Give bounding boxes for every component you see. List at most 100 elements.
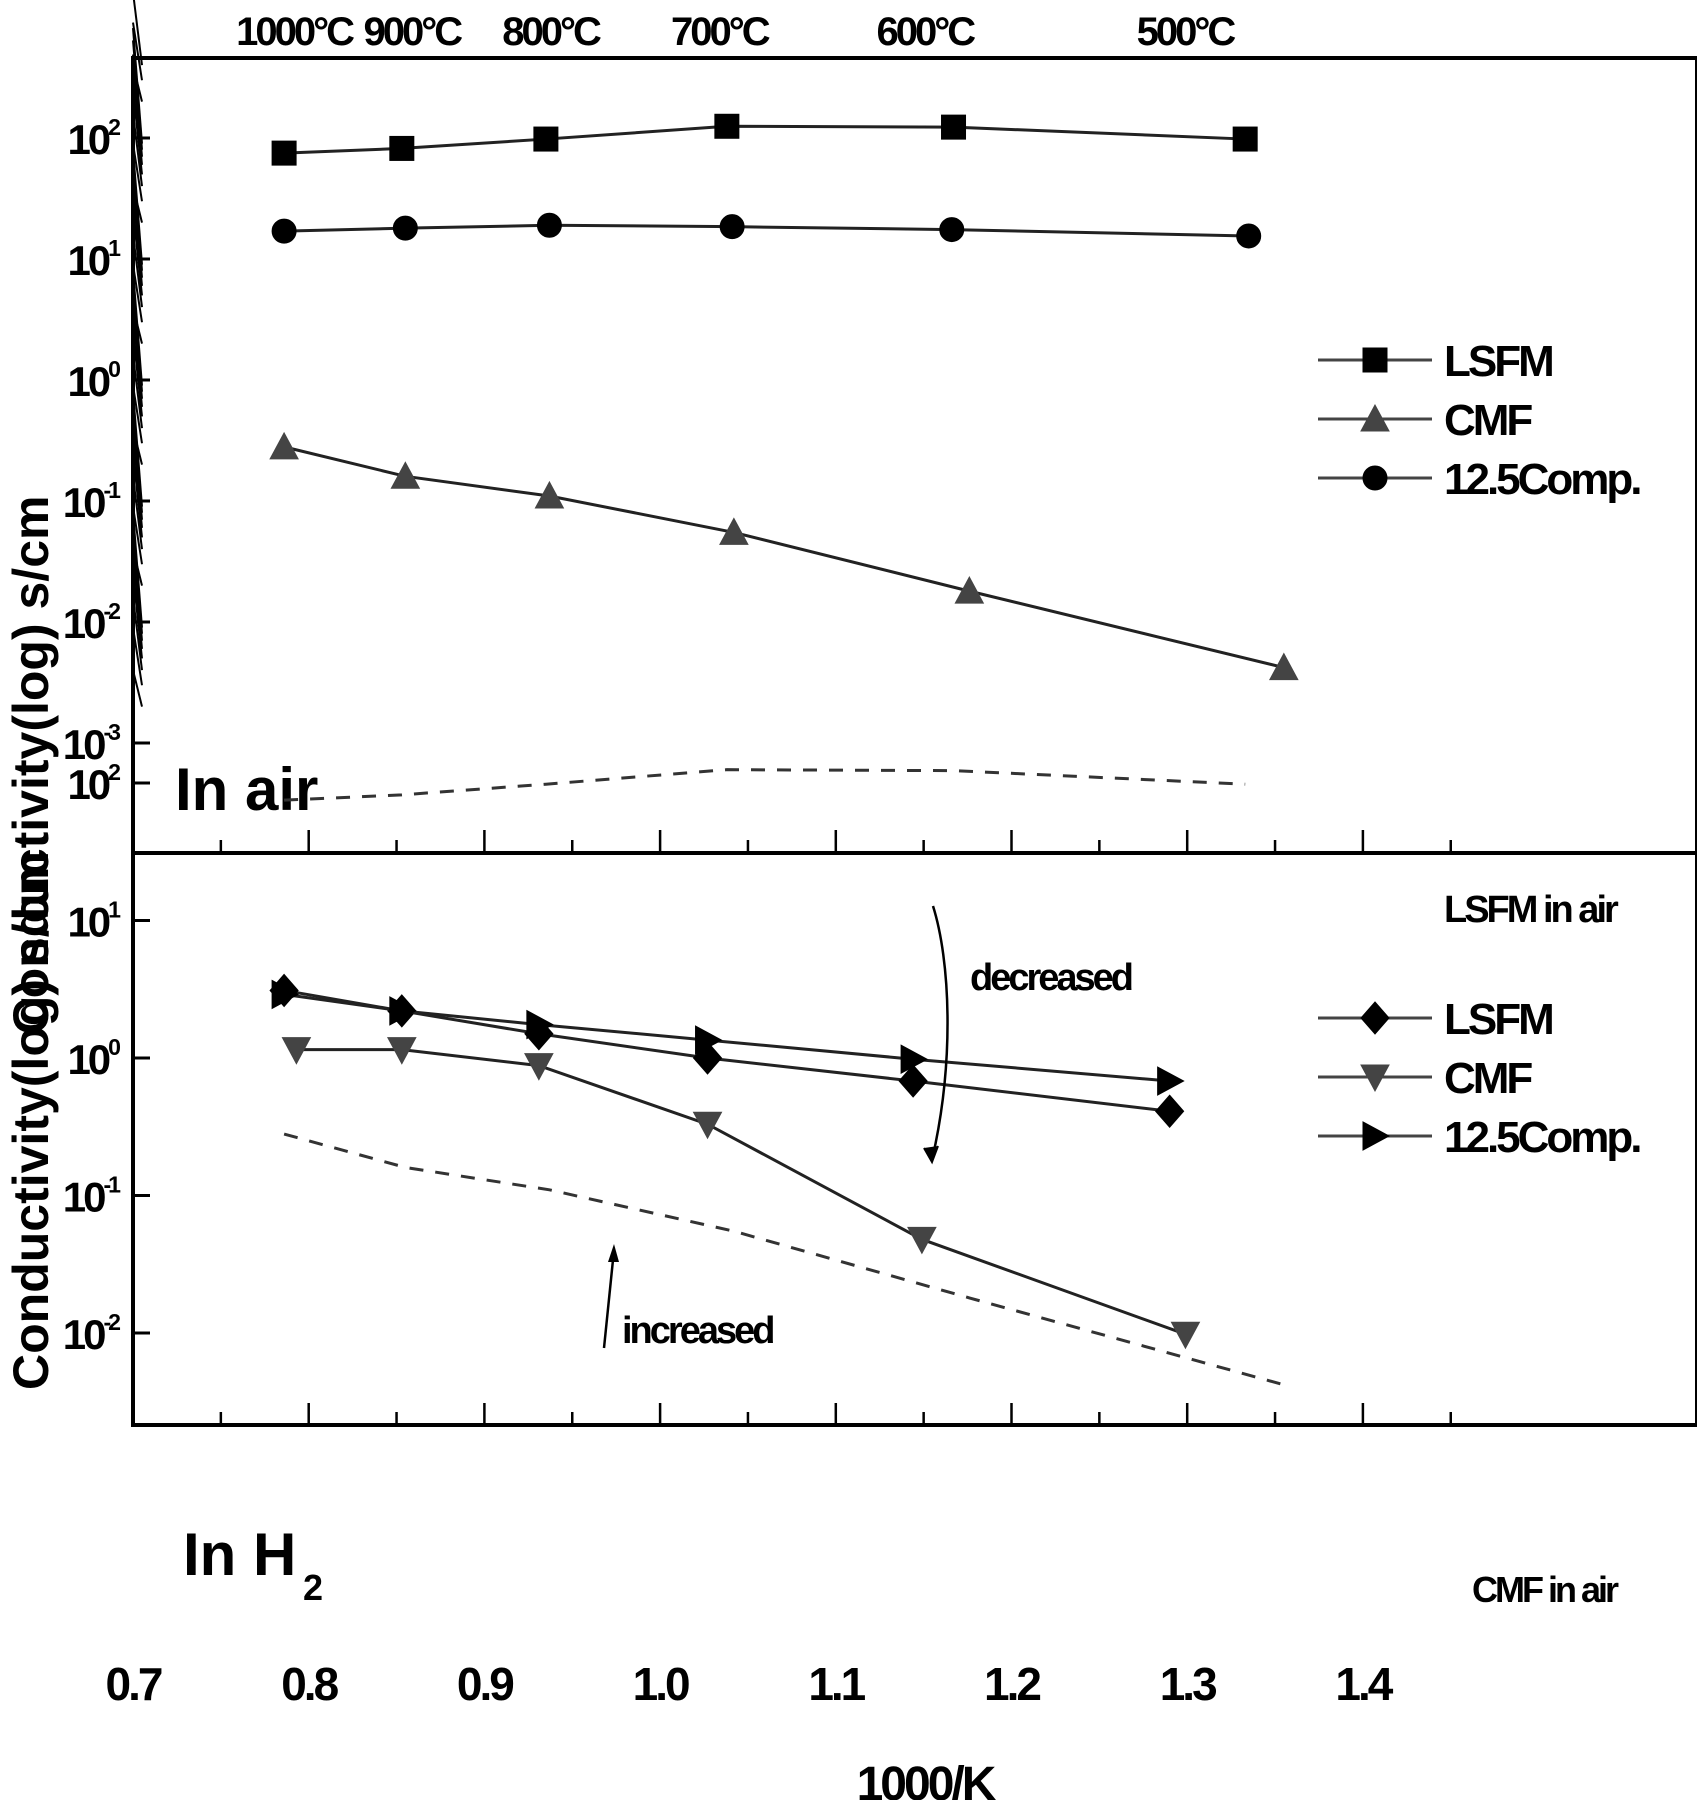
series-bottom [269, 768, 1285, 1387]
panel-label-in-air: In air [175, 756, 318, 823]
y-tick-label: 10-2 [63, 1309, 120, 1358]
y-tick-label: 10-1 [63, 1172, 121, 1221]
circle-marker-icon [939, 217, 965, 243]
x-tick-label: 1.0 [633, 1658, 689, 1710]
diamond-marker-icon [1154, 1094, 1185, 1129]
x-tick-label: 0.7 [106, 1658, 162, 1710]
triangle-right-marker-icon [1362, 1121, 1391, 1151]
y-tick-label: 102 [67, 114, 120, 163]
x-tick-label: 1.2 [984, 1658, 1040, 1710]
triangle-down-marker-icon [524, 1053, 554, 1081]
triangle-down-marker-icon [907, 1226, 937, 1255]
triangle-right-marker-icon [526, 1009, 554, 1040]
circle-marker-icon [719, 214, 745, 240]
x-axis-ticks-top [131, 830, 1452, 853]
triangle-up-marker-icon [1360, 403, 1390, 432]
circle-marker-icon [271, 218, 297, 244]
series-top [269, 113, 1299, 681]
square-marker-icon [714, 113, 740, 139]
legend-bottom: LSFM CMF 12.5Comp. [1318, 995, 1643, 1162]
legend-label: 12.5Comp. [1444, 1113, 1640, 1162]
circle-marker-icon [1236, 223, 1262, 249]
increased-arrow-icon [608, 1244, 619, 1262]
legend-label: CMF [1444, 396, 1532, 445]
x-tick-label: 1.3 [1160, 1658, 1216, 1710]
diamond-marker-icon [1360, 1001, 1390, 1035]
triangle-up-marker-icon [390, 461, 421, 489]
triangle-right-marker-icon [271, 979, 300, 1010]
panel-in-h2: 102 101 100 10-1 10-2 In H 2 LSFM CMF 12.5Comp… [63, 759, 1697, 1610]
decreased-arrow-icon [923, 1145, 939, 1165]
temperature-label: 700°C [671, 10, 770, 54]
triangle-down-marker-icon [1360, 1064, 1390, 1093]
y-axis-title-top: Conductivity(log) s/cm [3, 496, 59, 1035]
triangle-down-marker-icon [281, 1037, 312, 1065]
temperature-label: 800°C [502, 10, 601, 54]
series-line-12-5comp- [284, 223, 1249, 238]
triangle-up-marker-icon [954, 576, 985, 604]
series-line-12-5comp- [283, 992, 1170, 1083]
x-axis-title: 1000/K [857, 1758, 997, 1800]
temperature-label: 900°C [364, 10, 463, 54]
y-tick-label: 101 [67, 235, 121, 284]
y-tick-label: 101 [67, 897, 121, 946]
y-tick-label: 102 [67, 759, 120, 808]
triangle-up-marker-icon [269, 431, 299, 460]
temperature-label: 600°C [877, 10, 976, 54]
annotation-increased: increased [622, 1310, 773, 1352]
square-marker-icon [271, 140, 297, 166]
triangle-down-marker-icon [1170, 1321, 1201, 1350]
y-tick-label: 10-2 [63, 598, 120, 647]
triangle-up-marker-icon [1268, 652, 1299, 681]
panel-frame-bottom [131, 851, 1697, 1427]
square-marker-icon [389, 135, 415, 161]
triangle-right-marker-icon [900, 1044, 929, 1075]
triangle-up-marker-icon [534, 480, 565, 509]
legend-label: LSFM [1444, 337, 1552, 386]
circle-marker-icon [1362, 465, 1388, 491]
diamond-marker-icon [898, 1064, 928, 1098]
x-axis-tick-labels: 0.7 0.8 0.9 1.0 1.1 1.2 1.3 1.4 [106, 1658, 1397, 1710]
legend-top: LSFM CMF 12.5Comp. [1318, 337, 1643, 504]
triangle-right-marker-icon [695, 1025, 723, 1055]
panel-label-in-h2: In H 2 [183, 1521, 323, 1608]
series-line-cmf [283, 445, 1285, 670]
x-tick-label: 1.1 [808, 1658, 865, 1710]
legend-label: 12.5Comp. [1444, 455, 1640, 504]
triangle-right-marker-icon [1157, 1066, 1185, 1096]
triangle-down-marker-icon [692, 1111, 723, 1140]
circle-marker-icon [536, 212, 562, 238]
annotation-decreased: decreased [970, 957, 1132, 999]
y-tick-label: 100 [67, 1034, 120, 1083]
annotations: LSFM in air CMF in air decreased increas… [602, 889, 1622, 1610]
x-tick-label: 1.4 [1335, 1658, 1393, 1710]
panel-label-in-h2-text: In H [183, 1521, 296, 1588]
triangle-right-marker-icon [389, 996, 417, 1026]
x-axis-ticks-bottom [131, 1403, 1452, 1425]
legend-label: CMF [1444, 1054, 1532, 1103]
square-marker-icon [941, 114, 967, 140]
increased-arrow-line [602, 1249, 616, 1349]
circle-marker-icon [392, 215, 418, 241]
y-axis-ticks-bottom: 102 101 100 10-1 10-2 [63, 759, 150, 1358]
square-marker-icon [1232, 126, 1258, 152]
series-line-cmf [296, 1048, 1186, 1336]
y-tick-label: 10-1 [63, 477, 121, 526]
x-tick-label: 0.8 [281, 1658, 338, 1710]
temperature-label: 1000°C [236, 10, 354, 54]
square-marker-icon [533, 126, 559, 152]
panel-label-h2-subscript: 2 [303, 1567, 323, 1608]
triangle-up-marker-icon [719, 517, 749, 545]
y-tick-label: 100 [67, 356, 120, 405]
triangle-down-marker-icon [386, 1037, 417, 1065]
series-line-lsfm [284, 124, 1246, 155]
annotation-cmf-in-air: CMF in air [1472, 1569, 1619, 1610]
temperature-top-axis-labels: 1000°C 900°C 800°C 700°C 600°C 500°C [236, 10, 1238, 54]
temperature-label: 500°C [1137, 10, 1236, 54]
annotation-lsfm-in-air: LSFM in air [1444, 889, 1619, 931]
decreased-bracket-line [930, 905, 949, 1161]
square-marker-icon [1362, 347, 1388, 373]
